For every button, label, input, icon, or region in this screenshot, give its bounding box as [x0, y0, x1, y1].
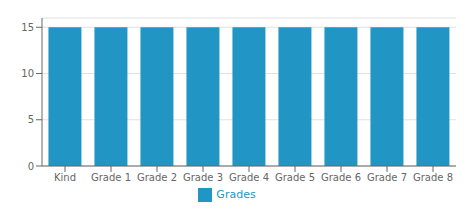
svg-text:Grade 2: Grade 2 — [137, 172, 177, 183]
svg-text:Grade 4: Grade 4 — [229, 172, 269, 183]
svg-text:Grade 6: Grade 6 — [321, 172, 361, 183]
html-text:Grades: Grades — [216, 188, 256, 201]
svg-text:Grade 8: Grade 8 — [413, 172, 453, 183]
svg-text:Grade 5: Grade 5 — [275, 172, 315, 183]
svg-text:0: 0 — [28, 161, 34, 172]
svg-text:10: 10 — [21, 68, 34, 79]
svg-text:Kind: Kind — [54, 172, 76, 183]
svg-text:15: 15 — [21, 22, 34, 33]
svg-text:Grade 1: Grade 1 — [91, 172, 131, 183]
svg-text:Grade 7: Grade 7 — [367, 172, 407, 183]
svg-text:Grade 3: Grade 3 — [183, 172, 223, 183]
svg-text:5: 5 — [28, 114, 34, 125]
